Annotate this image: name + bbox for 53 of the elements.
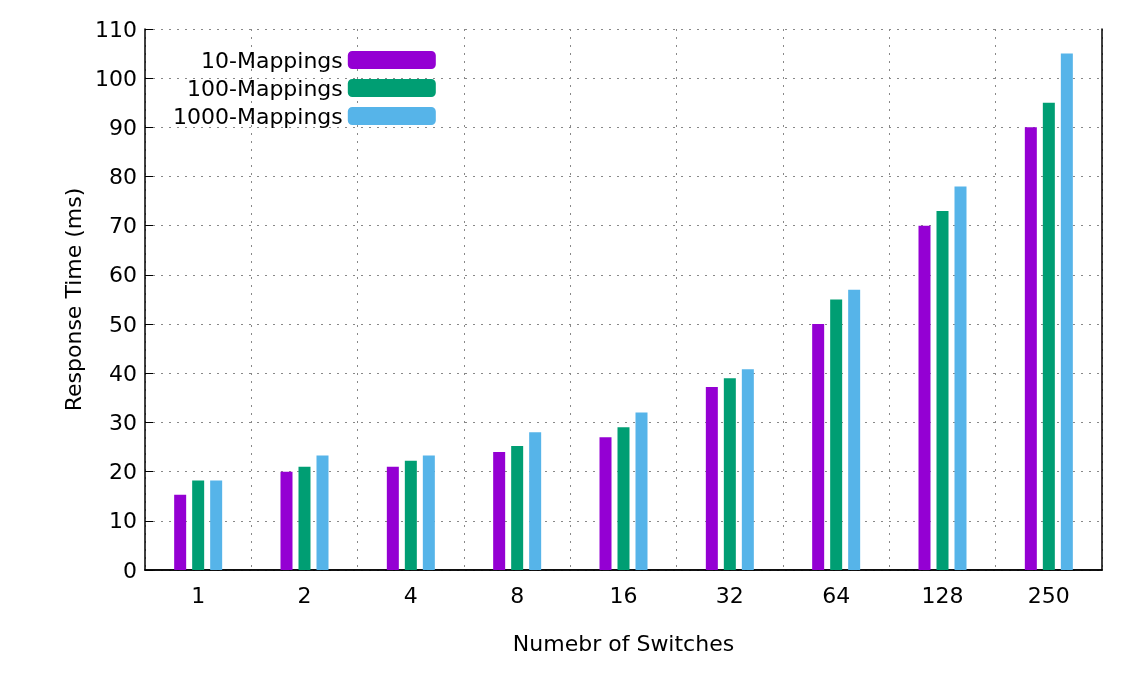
bar	[511, 446, 524, 570]
bar	[848, 289, 861, 570]
bar	[316, 455, 329, 570]
bar	[635, 412, 648, 570]
y-tick-label: 50	[109, 311, 137, 337]
bar	[705, 387, 718, 570]
y-tick-label: 60	[109, 262, 137, 288]
y-tick-label: 110	[95, 16, 137, 42]
bar	[599, 437, 612, 570]
bar	[386, 466, 399, 570]
bar	[830, 299, 843, 570]
legend-label: 10-Mappings	[200, 47, 343, 73]
x-tick-label: 2	[297, 582, 312, 608]
y-axis-title: Response Time (ms)	[60, 187, 86, 412]
bar	[192, 480, 205, 570]
bar	[529, 432, 542, 570]
bar	[812, 324, 825, 570]
bar	[210, 480, 223, 570]
bar	[493, 451, 506, 570]
y-tick-label: 0	[123, 557, 137, 583]
y-tick-label: 40	[109, 360, 137, 386]
x-tick-label: 8	[510, 582, 525, 608]
bar	[936, 210, 949, 570]
x-tick-label: 4	[403, 582, 418, 608]
bar	[174, 494, 187, 570]
y-tick-label: 80	[109, 164, 137, 190]
bar	[280, 471, 293, 570]
y-tick-label: 100	[95, 65, 137, 91]
bar	[1060, 53, 1073, 570]
bar	[298, 466, 311, 570]
legend-label: 1000-Mappings	[172, 103, 343, 129]
bar	[954, 186, 967, 570]
bar	[404, 460, 417, 570]
y-tick-label: 30	[109, 409, 137, 435]
bar	[1024, 127, 1037, 570]
bar	[1042, 102, 1055, 570]
x-tick-label: 32	[715, 582, 744, 608]
bar	[617, 427, 630, 570]
x-tick-label: 128	[921, 582, 964, 608]
bar	[422, 455, 435, 570]
x-tick-label: 16	[609, 582, 638, 608]
y-tick-label: 90	[109, 114, 137, 140]
x-tick-label: 250	[1027, 582, 1070, 608]
bar	[741, 369, 754, 570]
y-tick-label: 10	[109, 508, 137, 534]
legend-label: 100-Mappings	[186, 75, 343, 101]
bar	[723, 378, 736, 570]
y-tick-label: 70	[109, 213, 137, 239]
y-tick-label: 20	[109, 459, 137, 485]
x-tick-label: 64	[822, 582, 851, 608]
x-tick-label: 1	[191, 582, 206, 608]
x-axis-title: Numebr of Switches	[512, 630, 735, 656]
bar	[918, 225, 931, 570]
